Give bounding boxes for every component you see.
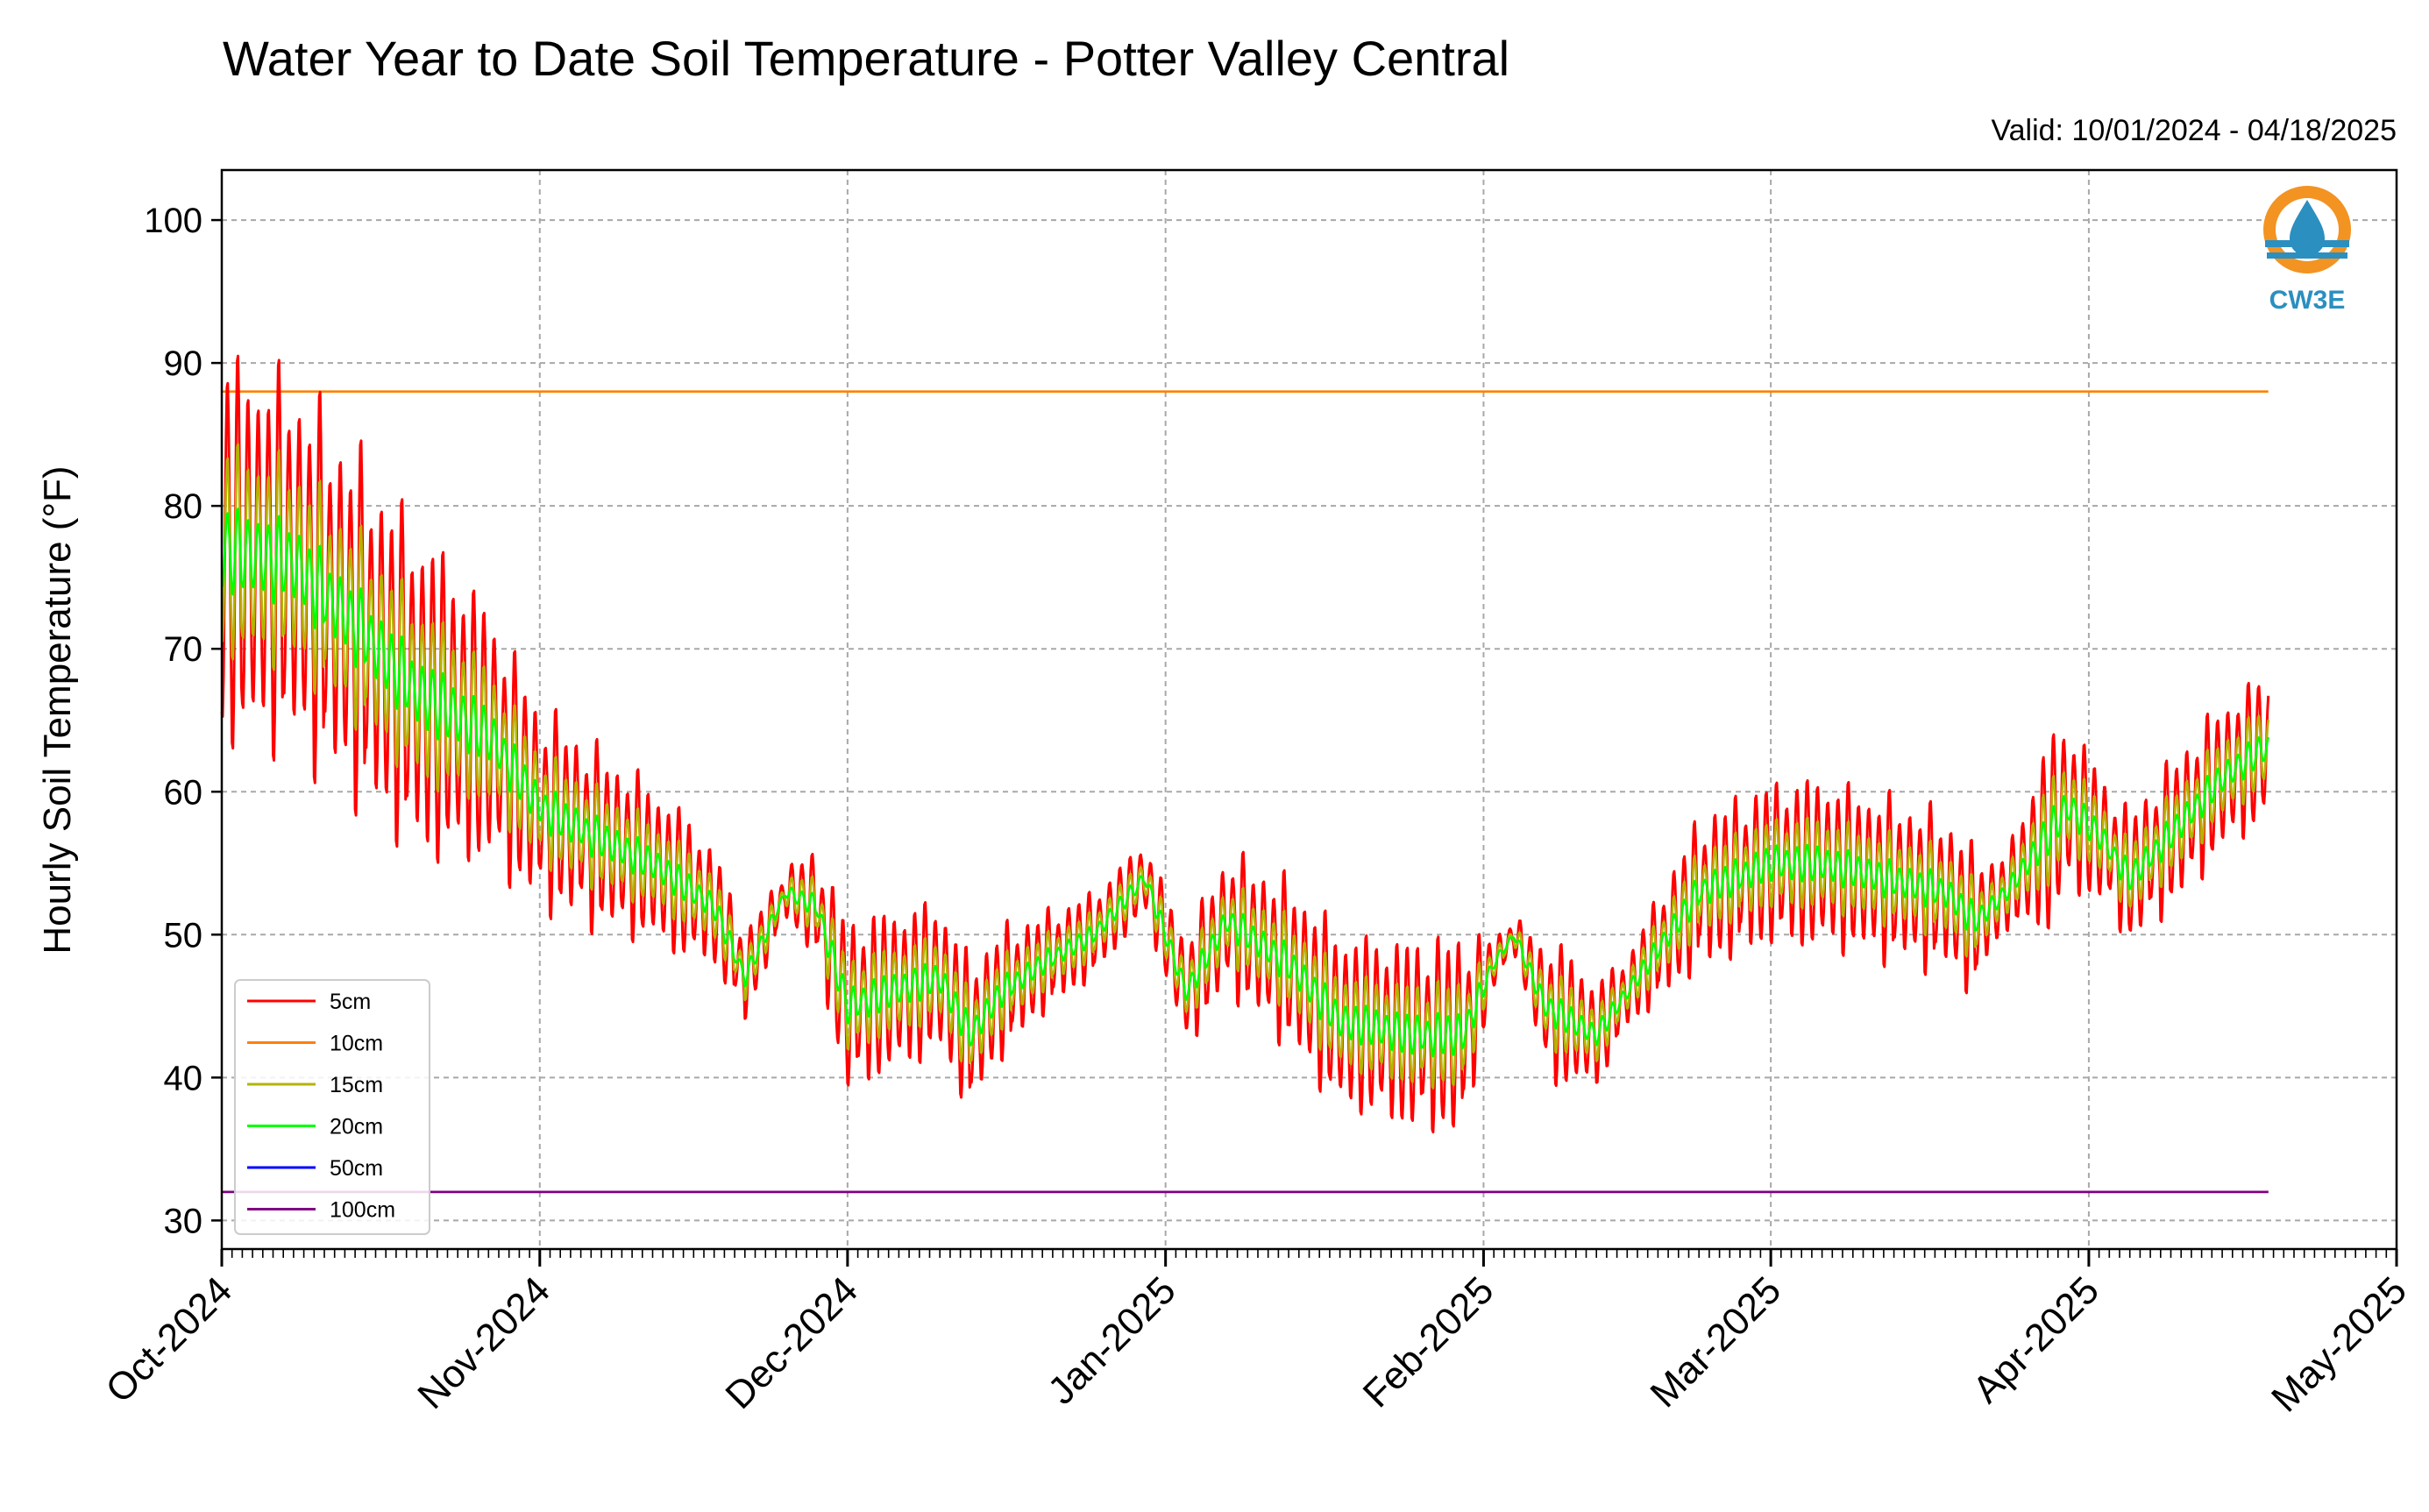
legend: 5cm 10cm 15cm 20cm 50cm 100cm: [234, 979, 430, 1235]
legend-label: 20cm: [330, 1115, 383, 1139]
legend-label: 5cm: [330, 990, 371, 1014]
y-tick-label: 60: [164, 773, 203, 812]
legend-label: 50cm: [330, 1156, 383, 1181]
y-tick-label: 30: [164, 1202, 203, 1240]
y-tick-label: 70: [164, 630, 203, 669]
y-tick-label: 40: [164, 1059, 203, 1097]
legend-item-5cm: 5cm: [247, 990, 371, 1014]
logo-text: CW3E: [2269, 286, 2346, 315]
y-tick-label: 90: [164, 344, 203, 383]
series-line-20cm: [220, 508, 2269, 1058]
legend-label: 100cm: [330, 1198, 395, 1223]
legend-box: [234, 979, 430, 1235]
y-tick-label: 50: [164, 916, 203, 955]
legend-label: 10cm: [330, 1032, 383, 1056]
cw3e-logo: CW3E: [2263, 186, 2351, 315]
chart-title: Water Year to Date Soil Temperature - Po…: [223, 31, 1509, 86]
valid-date-range: Valid: 10/01/2024 - 04/18/2025: [1991, 114, 2397, 147]
y-axis-label: Hourly Soil Temperature (°F): [36, 465, 79, 954]
legend-item-100cm: 100cm: [247, 1198, 395, 1223]
legend-item-10cm: 10cm: [247, 1032, 383, 1056]
legend-item-20cm: 20cm: [247, 1115, 383, 1139]
legend-label: 15cm: [330, 1073, 383, 1097]
legend-item-50cm: 50cm: [247, 1156, 383, 1181]
logo-wave-icon: [2267, 252, 2347, 259]
logo-wave-icon: [2265, 240, 2349, 247]
x-minor-ticks: [221, 1249, 2397, 1258]
legend-item-15cm: 15cm: [247, 1073, 383, 1097]
plot-area: [220, 354, 2270, 1194]
y-tick-label: 80: [164, 487, 203, 526]
y-tick-label: 100: [144, 202, 202, 240]
